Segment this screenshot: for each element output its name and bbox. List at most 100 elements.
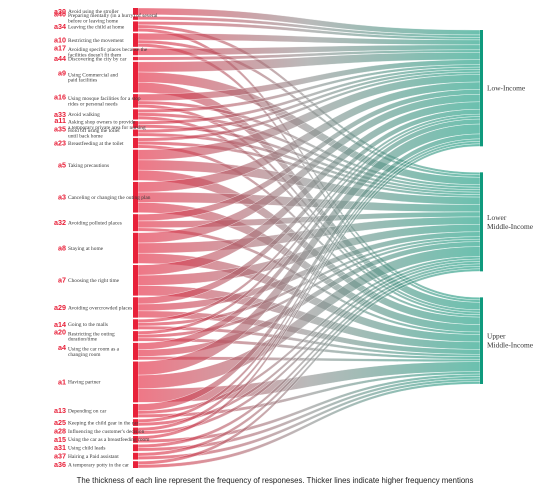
source-code: a1 — [58, 377, 66, 386]
source-label-a29: a29 Avoiding overcrowded places — [54, 303, 132, 312]
source-bar-a34 — [133, 21, 138, 32]
source-label-a40: a40 Preparing mentally (in a hurry) of se… — [54, 10, 158, 25]
source-label-a8: a8 Staying at home — [58, 244, 104, 253]
source-label-a33: a33 Avoid walking — [54, 110, 100, 119]
source-bar-a44 — [133, 56, 138, 61]
source-label-a30: a30 Avoid using the stroller — [54, 7, 119, 16]
flow-links — [137, 7, 481, 469]
source-bar-a14 — [133, 319, 138, 330]
source-code: a10 — [54, 35, 66, 44]
source-code: a44 — [54, 54, 66, 63]
source-description: Taking precautions — [68, 163, 109, 169]
source-bar-a36 — [133, 461, 138, 468]
source-code: a28 — [54, 426, 66, 435]
source-bar-a16 — [133, 94, 138, 108]
source-code: a11 — [54, 116, 66, 125]
source-bar-a37 — [133, 452, 138, 460]
chart-caption: The thickness of each line represent the… — [76, 476, 474, 485]
source-code: a40 — [54, 10, 66, 19]
source-description: Avoiding overcrowded places — [68, 305, 132, 311]
source-description: Avoid using the stroller — [68, 9, 119, 15]
source-label-a10: a10 Restricting the movement — [54, 35, 124, 44]
source-bar-a11 — [133, 121, 138, 128]
source-bar-a20 — [133, 331, 138, 342]
source-description: rides or personal needs — [68, 101, 118, 107]
source-label-a23: a23 Breastfeeding at the toilet — [54, 138, 124, 147]
source-bar-a25 — [133, 419, 138, 426]
source-code: a5 — [58, 160, 66, 169]
source-description: until back home — [68, 133, 103, 139]
source-label-a37: a37 Hairing a Paid assistant — [54, 452, 119, 461]
source-label-a32: a32 Avoiding polluted places — [54, 218, 122, 227]
source-bar-a29 — [133, 297, 138, 318]
target-bar-low — [480, 30, 483, 147]
source-description: Discovering the city by car — [68, 56, 127, 62]
source-bar-a9 — [133, 61, 138, 93]
source-description: Using the car as a breastfeeding room — [68, 436, 150, 443]
source-bar-a35 — [133, 129, 138, 137]
source-bar-a3 — [133, 181, 138, 213]
target-label-line: Middle-Income — [487, 222, 534, 231]
source-label-a7: a7 Choosing the right time — [58, 276, 120, 285]
source-code: a15 — [54, 435, 66, 444]
source-description: facilities doesn't fit them — [68, 51, 122, 58]
source-bar-a5 — [133, 149, 138, 181]
source-description: Using child leads — [68, 446, 105, 452]
source-code: a16 — [54, 92, 66, 101]
source-label-a5: a5 Taking precautions — [58, 160, 109, 169]
source-bar-a28 — [133, 427, 138, 435]
source-bar-a15 — [133, 435, 138, 443]
source-code: a30 — [54, 7, 66, 16]
target-labels: Low-IncomeLowerMiddle-IncomeUpperMiddle-… — [487, 84, 534, 350]
source-code: a20 — [54, 328, 66, 337]
source-bar-a8 — [133, 232, 138, 264]
source-description: Hold off using the toilet — [68, 127, 120, 134]
source-description: Using mosque facilities for a stop — [68, 95, 141, 102]
source-bar-a1 — [133, 361, 138, 403]
source-description: Asking shop owners to provide — [68, 120, 136, 126]
source-description: Restricting the outing — [68, 331, 115, 337]
target-label-line: Lower — [487, 213, 507, 222]
source-description: Restricting the movement — [68, 38, 124, 44]
source-bar-a13 — [133, 403, 138, 418]
source-label-a31: a31 Using child leads — [54, 443, 105, 452]
source-bar-a23 — [133, 137, 138, 149]
source-code: a14 — [54, 320, 66, 329]
target-bar-upper_middle — [480, 297, 483, 384]
target-nodes — [480, 30, 483, 384]
source-bar-a17 — [133, 48, 138, 56]
source-description: Breastfeeding at the toilet — [68, 140, 124, 147]
target-label-low: Low-Income — [487, 84, 526, 93]
source-bar-a32 — [133, 214, 138, 232]
source-description: Staying at home — [68, 246, 104, 252]
source-label-a17: a17 Avoiding specific places because thef… — [54, 43, 148, 58]
target-label-line: Upper — [487, 332, 506, 341]
source-description: a temporary private area for nursing — [68, 124, 146, 131]
source-description: Using the car room as a — [68, 347, 120, 353]
source-description: A temporary potty in the car — [68, 462, 129, 468]
source-code: a32 — [54, 218, 66, 227]
target-label-line: Middle-Income — [487, 341, 534, 350]
source-code: a35 — [54, 124, 66, 133]
source-label-a14: a14 Going to the malls — [54, 320, 108, 329]
source-code: a4 — [58, 343, 66, 352]
source-bar-a4 — [133, 342, 138, 360]
flow-a36-lower_middle — [137, 268, 481, 465]
source-label-a25: a25 Keeping the child gear in the car — [54, 418, 139, 427]
source-description: Using Commercial and — [68, 72, 118, 78]
source-code: a3 — [58, 193, 66, 202]
source-bar-a30 — [133, 8, 138, 15]
source-label-a28: a28 Influencing the customer's decision — [54, 426, 145, 435]
source-description: before or leaving home — [68, 18, 119, 25]
source-code: a31 — [54, 443, 66, 452]
source-description: Choosing the right time — [68, 278, 120, 284]
source-description: Avoid walking — [68, 112, 100, 118]
source-description: Leaving the child at home — [68, 24, 125, 30]
source-description: changing room — [68, 352, 101, 358]
source-description: Having partner — [68, 380, 101, 386]
